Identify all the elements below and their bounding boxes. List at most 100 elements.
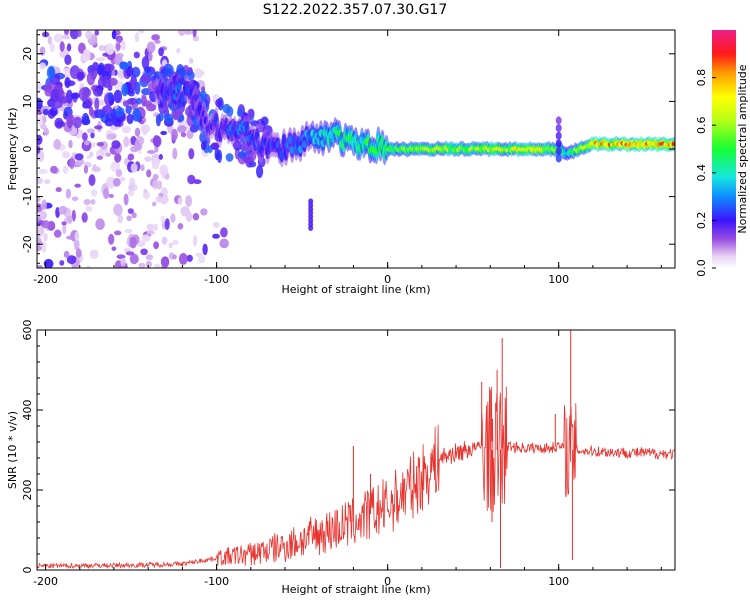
band-blob [78,87,89,102]
noise-blob [111,140,121,149]
noise-blob [41,220,50,229]
noise-blob [186,254,193,262]
noise-blob [134,127,141,137]
noise-blob [74,231,80,241]
noise-blob [58,205,68,215]
noise-blob [108,193,114,198]
band-blob [96,64,105,76]
noise-blob [37,97,43,110]
spectrogram-blobs [37,30,675,268]
noise-blob [159,164,169,176]
noise-blob [96,155,104,160]
noise-blob [117,214,124,224]
spectrogram-xlabel: Height of straight line (km) [281,283,430,296]
noise-blob [96,142,105,147]
noise-blob [75,158,85,166]
noise-blob [172,239,179,246]
band-blob [132,108,141,122]
snr-ylabel: SNR (10 * v/v) [6,411,19,489]
band-blob [64,80,76,87]
noise-blob [140,248,148,256]
band-blob [97,77,107,88]
isolated-blob [308,225,314,231]
noise-blob [146,41,156,54]
noise-blob [64,30,69,36]
y-tick-label: 600 [21,320,34,341]
noise-blob [126,215,132,222]
noise-blob [37,177,44,184]
band-blob [125,105,132,115]
band-blob [127,90,135,97]
noise-blob [86,265,91,268]
band-blob [125,66,134,77]
noise-blob [152,135,162,148]
x-tick-label: 0 [384,273,391,286]
y-tick-label: 0 [21,567,34,574]
band-blob [51,100,63,109]
noise-blob [108,233,115,245]
colorbar-ticks: 0.0 0.2 0.4 0.6 0.8 [695,69,716,277]
colorbar-tick-label: 0.4 [695,164,708,182]
y-tick-label: 0 [21,146,34,153]
noise-blob [94,30,100,36]
colorbar-tick-label: 0.6 [695,116,708,134]
noise-blob [160,215,165,224]
noise-blob [178,253,188,265]
band-blob [226,106,234,117]
noise-blob [188,148,195,160]
noise-blob [90,199,96,205]
noise-blob [146,169,152,178]
noise-blob [172,147,178,160]
noise-blob [86,128,95,134]
x-tick-label: -100 [204,273,229,286]
spectrogram-ylabel: Frequency (Hz) [6,108,19,191]
noise-blob [50,165,58,174]
noise-blob [153,223,158,231]
colorbar-tick-label: 0.0 [695,259,708,277]
noise-blob [39,62,46,70]
noise-blob [37,225,45,237]
band-blob [122,100,130,107]
noise-blob [99,99,105,106]
noise-blob [43,232,48,242]
noise-blob [125,251,135,256]
noise-blob [115,43,121,50]
noise-blob [68,139,73,149]
noise-blob [177,223,184,230]
noise-blob [55,187,62,193]
band-blob [215,98,223,108]
noise-blob [69,157,75,170]
noise-blob [49,43,55,52]
x-tick-label: -200 [33,273,58,286]
noise-blob [98,44,105,52]
band-blob [126,97,138,105]
disturbance-blob [555,124,562,133]
band-blob [115,107,125,117]
noise-blob [90,189,98,197]
noise-blob [83,48,91,60]
figure-title: S122.2022.357.07.30.G17 [263,2,448,18]
band-blob [49,106,58,117]
band-blob [143,66,152,73]
noise-blob [43,127,49,136]
noise-blob [134,32,140,43]
noise-blob [219,238,229,249]
noise-blob [113,203,123,216]
noise-blob [106,133,117,140]
snr-ticks: -200 -100 0 100 0 200 400 600 [21,320,675,588]
noise-blob [198,255,206,264]
noise-blob [153,241,160,250]
noise-blob [111,30,117,40]
noise-blob [81,212,88,223]
noise-blob [127,183,138,192]
noise-blob [41,199,47,211]
noise-blob [148,51,153,62]
noise-blob [37,264,43,268]
x-tick-label: -200 [33,575,58,588]
disturbance-blob [555,146,562,155]
disturbance-blob [555,154,562,163]
x-tick-label: 100 [548,273,569,286]
